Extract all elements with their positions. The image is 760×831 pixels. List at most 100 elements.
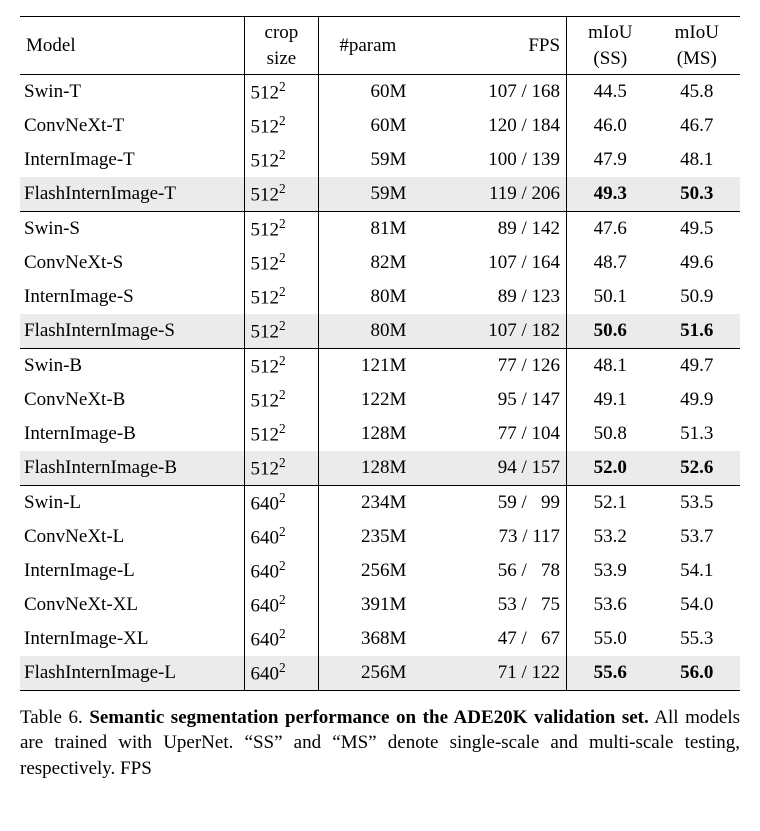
- cell-crop: 5122: [244, 109, 319, 143]
- cell-miou-ms: 51.3: [654, 417, 740, 451]
- cell-crop: 6402: [244, 554, 319, 588]
- cell-crop: 6402: [244, 485, 319, 519]
- cell-miou-ms: 55.3: [654, 622, 740, 656]
- table-row: Swin-S512281M89 / 14247.649.5: [20, 212, 740, 246]
- cell-param: 60M: [319, 109, 417, 143]
- table-row: FlashInternImage-L6402256M71 / 12255.656…: [20, 656, 740, 690]
- table-row: InternImage-B5122128M77 / 10450.851.3: [20, 417, 740, 451]
- cell-param: 256M: [319, 554, 417, 588]
- cell-model: ConvNeXt-T: [20, 109, 244, 143]
- cell-model: Swin-L: [20, 485, 244, 519]
- col-ms: mIoU (MS): [654, 17, 740, 75]
- cell-param: 122M: [319, 383, 417, 417]
- col-ms-label2: (MS): [660, 46, 734, 72]
- cell-fps: 94 / 157: [416, 451, 566, 485]
- col-fps-label: FPS: [528, 35, 560, 56]
- cell-param: 81M: [319, 212, 417, 246]
- cell-crop: 5122: [244, 75, 319, 109]
- cell-model: InternImage-T: [20, 143, 244, 177]
- cell-miou-ss: 46.0: [567, 109, 654, 143]
- col-model: Model: [20, 17, 244, 75]
- col-fps: FPS: [416, 17, 566, 75]
- table-row: ConvNeXt-T512260M120 / 18446.046.7: [20, 109, 740, 143]
- cell-miou-ss: 53.2: [567, 520, 654, 554]
- cell-miou-ss: 47.6: [567, 212, 654, 246]
- cell-param: 82M: [319, 246, 417, 280]
- table-row: InternImage-XL6402368M47 / 6755.055.3: [20, 622, 740, 656]
- cell-fps: 73 / 117: [416, 520, 566, 554]
- table-row: Swin-T512260M107 / 16844.545.8: [20, 75, 740, 109]
- cell-model: ConvNeXt-XL: [20, 588, 244, 622]
- cell-miou-ms: 53.7: [654, 520, 740, 554]
- cell-miou-ms: 50.3: [654, 177, 740, 211]
- col-model-label: Model: [26, 35, 76, 56]
- cell-model: InternImage-B: [20, 417, 244, 451]
- col-ms-label1: mIoU: [660, 20, 734, 46]
- cell-fps: 77 / 126: [416, 349, 566, 383]
- col-param-label: #param: [339, 35, 396, 56]
- cell-miou-ss: 52.0: [567, 451, 654, 485]
- table-row: ConvNeXt-XL6402391M53 / 7553.654.0: [20, 588, 740, 622]
- cell-fps: 89 / 123: [416, 280, 566, 314]
- cell-miou-ss: 49.3: [567, 177, 654, 211]
- cell-model: ConvNeXt-L: [20, 520, 244, 554]
- cell-fps: 95 / 147: [416, 383, 566, 417]
- col-ss: mIoU (SS): [567, 17, 654, 75]
- cell-param: 128M: [319, 451, 417, 485]
- cell-model: InternImage-S: [20, 280, 244, 314]
- cell-miou-ms: 49.6: [654, 246, 740, 280]
- cell-crop: 6402: [244, 588, 319, 622]
- cell-param: 256M: [319, 656, 417, 690]
- cell-crop: 5122: [244, 212, 319, 246]
- cell-miou-ms: 49.7: [654, 349, 740, 383]
- cell-fps: 107 / 182: [416, 314, 566, 348]
- table-row: InternImage-S512280M89 / 12350.150.9: [20, 280, 740, 314]
- cell-fps: 107 / 164: [416, 246, 566, 280]
- col-crop: crop size: [244, 17, 319, 75]
- col-ss-label1: mIoU: [573, 20, 647, 46]
- cell-param: 80M: [319, 280, 417, 314]
- cell-crop: 5122: [244, 177, 319, 211]
- cell-miou-ss: 48.1: [567, 349, 654, 383]
- cell-miou-ms: 50.9: [654, 280, 740, 314]
- cell-crop: 6402: [244, 622, 319, 656]
- cell-crop: 6402: [244, 520, 319, 554]
- cell-fps: 59 / 99: [416, 485, 566, 519]
- cell-model: FlashInternImage-B: [20, 451, 244, 485]
- cell-crop: 5122: [244, 280, 319, 314]
- cell-param: 59M: [319, 143, 417, 177]
- cell-miou-ms: 48.1: [654, 143, 740, 177]
- cell-model: FlashInternImage-L: [20, 656, 244, 690]
- cell-crop: 6402: [244, 656, 319, 690]
- cell-miou-ss: 49.1: [567, 383, 654, 417]
- results-table: Model crop size #param FPS mIoU (SS) mIo: [20, 16, 740, 691]
- cell-fps: 107 / 168: [416, 75, 566, 109]
- table-row: Swin-B5122121M77 / 12648.149.7: [20, 349, 740, 383]
- cell-crop: 5122: [244, 383, 319, 417]
- cell-crop: 5122: [244, 246, 319, 280]
- col-crop-label1: crop: [251, 20, 313, 46]
- col-param: #param: [319, 17, 417, 75]
- cell-param: 235M: [319, 520, 417, 554]
- cell-param: 60M: [319, 75, 417, 109]
- cell-fps: 120 / 184: [416, 109, 566, 143]
- cell-miou-ms: 53.5: [654, 485, 740, 519]
- table-row: ConvNeXt-B5122122M95 / 14749.149.9: [20, 383, 740, 417]
- cell-miou-ms: 56.0: [654, 656, 740, 690]
- cell-miou-ss: 50.8: [567, 417, 654, 451]
- table-row: ConvNeXt-S512282M107 / 16448.749.6: [20, 246, 740, 280]
- cell-model: ConvNeXt-B: [20, 383, 244, 417]
- cell-crop: 5122: [244, 143, 319, 177]
- cell-miou-ss: 44.5: [567, 75, 654, 109]
- cell-miou-ss: 55.0: [567, 622, 654, 656]
- cell-model: Swin-T: [20, 75, 244, 109]
- cell-miou-ms: 45.8: [654, 75, 740, 109]
- cell-fps: 53 / 75: [416, 588, 566, 622]
- cell-model: InternImage-XL: [20, 622, 244, 656]
- cell-model: FlashInternImage-S: [20, 314, 244, 348]
- col-crop-label2: size: [251, 46, 313, 72]
- cell-param: 391M: [319, 588, 417, 622]
- cell-miou-ms: 51.6: [654, 314, 740, 348]
- table-caption: Table 6. Semantic segmentation performan…: [20, 705, 740, 782]
- cell-fps: 71 / 122: [416, 656, 566, 690]
